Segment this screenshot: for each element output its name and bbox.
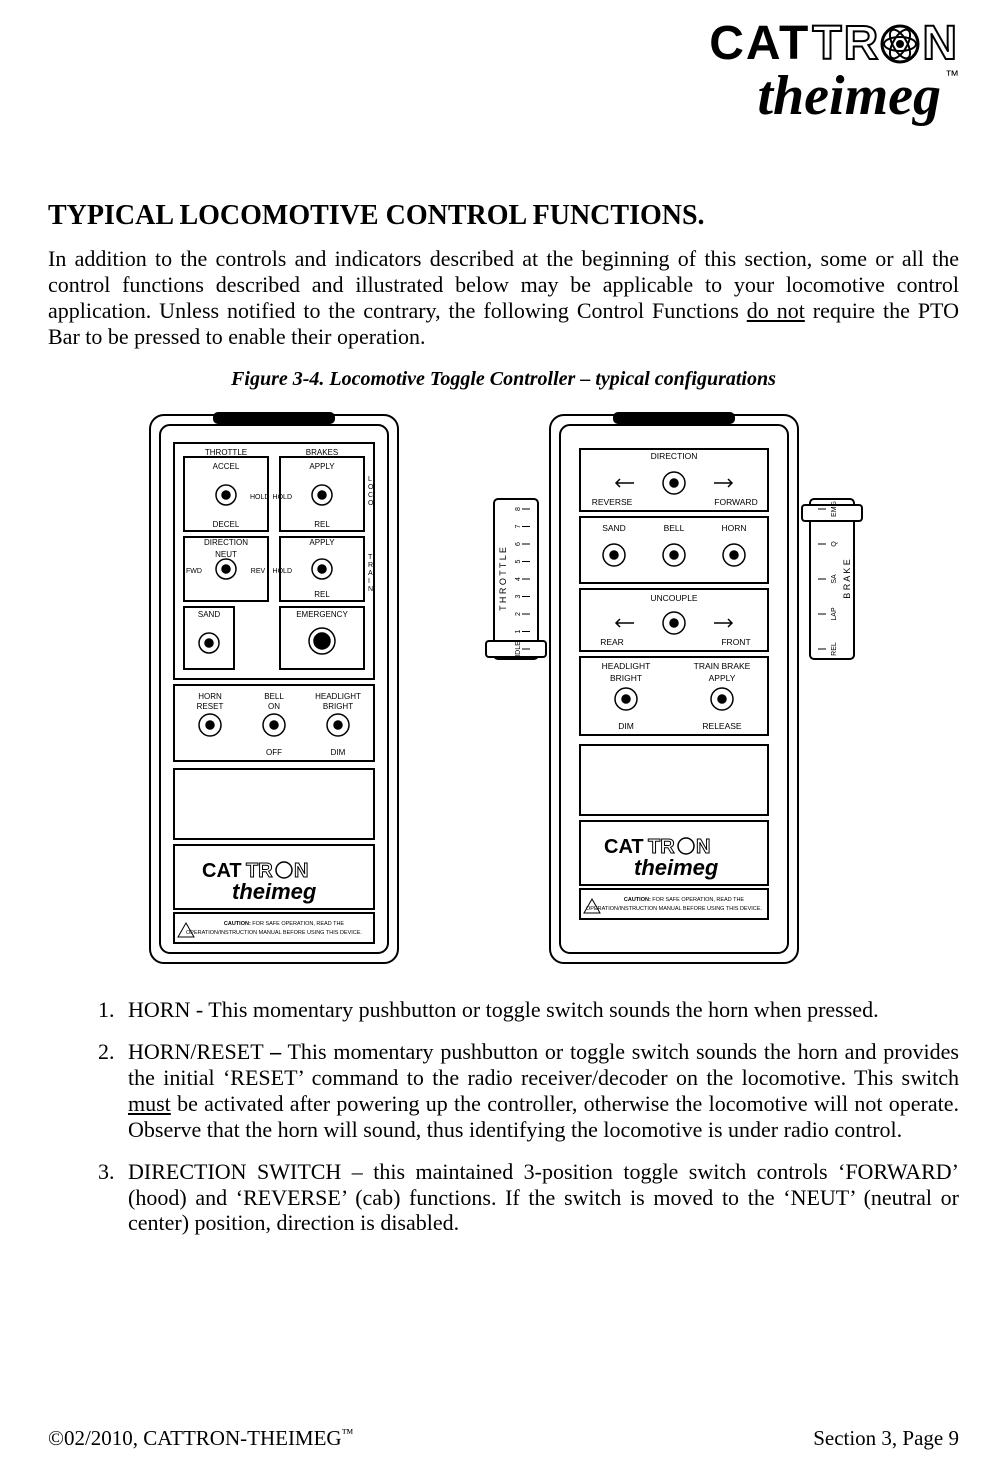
svg-text:DECEL: DECEL: [212, 520, 239, 529]
svg-text:theimeg: theimeg: [634, 855, 719, 880]
logo-tr: TR: [812, 20, 880, 68]
svg-text:3: 3: [515, 594, 522, 598]
svg-text:REV: REV: [250, 568, 265, 575]
brand-logo: CAT TR N theimeg™: [709, 20, 959, 124]
svg-text:FORWARD: FORWARD: [714, 497, 757, 507]
list-item: DIRECTION SWITCH – this maintained 3-pos…: [120, 1159, 959, 1237]
svg-text:T: T: [368, 554, 373, 561]
svg-text:2: 2: [515, 612, 522, 616]
logo-cat: CAT: [709, 20, 810, 68]
svg-text:SAND: SAND: [197, 610, 219, 619]
svg-text:5: 5: [515, 559, 522, 563]
svg-text:BRIGHT: BRIGHT: [609, 673, 641, 683]
logo-theimeg: theimeg: [757, 65, 941, 127]
svg-text:L: L: [368, 476, 372, 483]
svg-text:REL: REL: [314, 590, 330, 599]
controller-b: IDLE 1 2 3 4 5 6 7 8 T H R O T T L E REL LAP SA Q EM…: [484, 409, 864, 969]
footer-left: ©02/2010, CATTRON-THEIMEG™: [48, 1426, 353, 1451]
svg-text:IDLE: IDLE: [515, 641, 522, 657]
svg-text:BELL: BELL: [663, 523, 684, 533]
svg-text:SA: SA: [831, 574, 838, 584]
intro-paragraph: In addition to the controls and indicato…: [48, 246, 959, 350]
svg-text:SAND: SAND: [602, 523, 626, 533]
svg-text:FRONT: FRONT: [721, 637, 750, 647]
svg-text:O: O: [368, 484, 374, 491]
svg-text:EMERGENCY: EMERGENCY: [296, 610, 348, 619]
intro-underline: do not: [747, 298, 805, 323]
svg-text:HOLD: HOLD: [250, 494, 269, 501]
brand-logo-sub: theimeg™: [709, 68, 959, 124]
svg-text:1: 1: [515, 629, 522, 633]
logo-n: N: [922, 20, 959, 68]
svg-text:FWD: FWD: [186, 568, 202, 575]
svg-text:DIRECTION: DIRECTION: [650, 451, 697, 461]
svg-text:HEADLIGHT: HEADLIGHT: [315, 692, 361, 701]
svg-text:I: I: [368, 578, 370, 585]
svg-text:RESET: RESET: [196, 702, 223, 711]
svg-text:RELEASE: RELEASE: [702, 721, 742, 731]
svg-text:DIM: DIM: [618, 721, 634, 731]
svg-text:HORN: HORN: [721, 523, 746, 533]
list-item-text: DIRECTION SWITCH – this maintained 3-pos…: [128, 1159, 959, 1236]
function-list: HORN - This momentary pushbutton or togg…: [48, 997, 959, 1237]
svg-text:OFF: OFF: [266, 748, 282, 757]
svg-text:LAP: LAP: [831, 607, 838, 621]
page-footer: ©02/2010, CATTRON-THEIMEG™ Section 3, Pa…: [48, 1426, 959, 1451]
svg-text:C: C: [368, 492, 373, 499]
list-item: HORN/RESET – This momentary pushbutton o…: [120, 1039, 959, 1143]
svg-text:REAR: REAR: [600, 637, 624, 647]
svg-text:THROTTLE: THROTTLE: [204, 448, 246, 457]
svg-text:REL: REL: [314, 520, 330, 529]
svg-text:DIM: DIM: [330, 748, 345, 757]
svg-text:CAUTION: FOR SAFE OPERATION,: CAUTION: FOR SAFE OPERATION, READ THE: [223, 921, 344, 927]
svg-text:HOLD: HOLD: [272, 494, 291, 501]
svg-text:BELL: BELL: [264, 692, 284, 701]
svg-text:ACCEL: ACCEL: [212, 462, 239, 471]
svg-text:HEADLIGHT: HEADLIGHT: [601, 661, 650, 671]
svg-text:APPLY: APPLY: [309, 538, 335, 547]
svg-text:OPERATION/INSTRUCTION MANUAL B: OPERATION/INSTRUCTION MANUAL BEFORE USIN…: [586, 906, 762, 912]
footer-right: Section 3, Page 9: [813, 1426, 959, 1451]
svg-text:OPERATION/INSTRUCTION MANUAL B: OPERATION/INSTRUCTION MANUAL BEFORE USIN…: [186, 930, 362, 936]
svg-text:TRAIN BRAKE: TRAIN BRAKE: [693, 661, 750, 671]
svg-text:8: 8: [515, 507, 522, 511]
svg-text:REVERSE: REVERSE: [591, 497, 632, 507]
svg-text:BRIGHT: BRIGHT: [322, 702, 352, 711]
figure-caption: Figure 3-4. Locomotive Toggle Controller…: [48, 368, 959, 391]
svg-text:NEUT: NEUT: [215, 550, 237, 559]
svg-text:BRAKES: BRAKES: [305, 448, 337, 457]
controller-a: THROTTLE ACCEL HOLD DECEL BRAKES APPLY H…: [144, 409, 404, 969]
figure-area: THROTTLE ACCEL HOLD DECEL BRAKES APPLY H…: [48, 409, 959, 969]
svg-text:APPLY: APPLY: [708, 673, 735, 683]
svg-text:HOLD: HOLD: [272, 568, 291, 575]
svg-text:Q: Q: [831, 541, 838, 547]
svg-text:APPLY: APPLY: [309, 462, 335, 471]
svg-text:CAUTION: FOR SAFE OPERATION,: CAUTION: FOR SAFE OPERATION, READ THE: [623, 897, 744, 903]
svg-text:6: 6: [515, 542, 522, 546]
list-item: HORN - This momentary pushbutton or togg…: [120, 997, 959, 1023]
page-title: TYPICAL LOCOMOTIVE CONTROL FUNCTIONS.: [48, 200, 959, 232]
svg-text:ON: ON: [268, 702, 280, 711]
gear-icon: [878, 22, 922, 66]
svg-text:EMG: EMG: [831, 501, 838, 517]
svg-text:4: 4: [515, 577, 522, 581]
svg-text:A: A: [368, 570, 373, 577]
svg-text:HORN: HORN: [198, 692, 222, 701]
svg-text:UNCOUPLE: UNCOUPLE: [650, 593, 698, 603]
svg-text:theimeg: theimeg: [232, 879, 317, 904]
svg-text:O: O: [368, 500, 374, 507]
logo-tm: ™: [945, 67, 959, 83]
svg-text:B R A K E: B R A K E: [842, 559, 852, 599]
svg-text:REL: REL: [831, 642, 838, 656]
brand-logo-top: CAT TR N: [709, 20, 959, 68]
svg-text:T H R O T T L E: T H R O T T L E: [498, 547, 508, 611]
svg-text:R: R: [368, 562, 373, 569]
svg-text:DIRECTION: DIRECTION: [204, 538, 248, 547]
svg-text:7: 7: [515, 524, 522, 528]
list-item-text: HORN - This momentary pushbutton or togg…: [128, 997, 879, 1022]
svg-text:N: N: [368, 586, 373, 593]
